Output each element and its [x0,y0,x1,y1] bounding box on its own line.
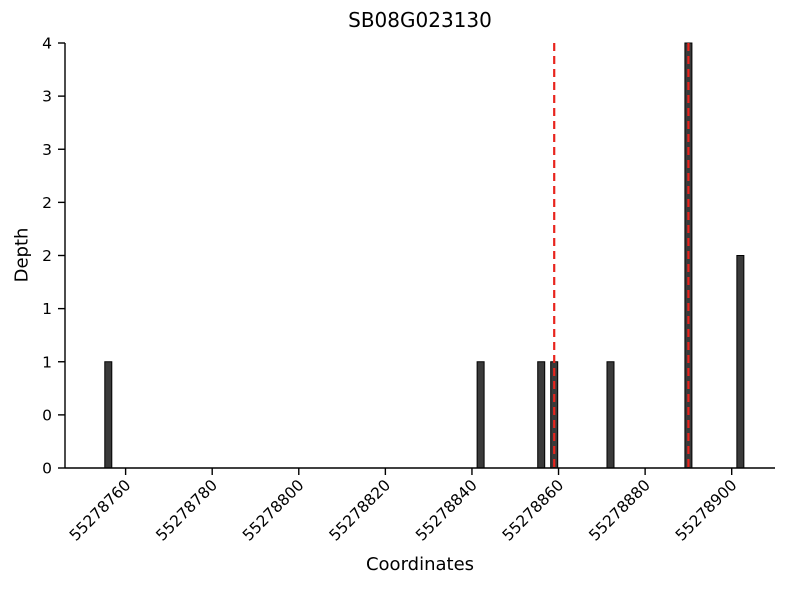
x-tick-label: 55278840 [412,476,481,545]
x-tick-label: 55278820 [326,476,395,545]
x-tick-label: 55278760 [66,476,135,545]
depth-bar [537,361,546,469]
y-axis-label: Depth [11,227,33,283]
depth-bar [606,361,615,469]
y-tick-label: 0 [42,406,52,424]
depth-bar [476,361,485,469]
y-tick-label: 3 [42,141,52,159]
y-tick-label: 1 [42,353,52,371]
y-tick-label: 0 [42,460,52,478]
chart-title: SB08G023130 [348,8,492,32]
x-axis-label: Coordinates [365,554,475,575]
x-tick-label: 55278860 [499,476,568,545]
x-tick-label: 55278900 [672,476,741,545]
depth-bar [104,361,113,469]
y-tick-label: 3 [42,88,52,106]
y-tick-label: 4 [42,35,52,53]
y-tick-label: 2 [42,194,52,212]
x-tick-label: 55278800 [239,476,308,545]
x-tick-label: 55278780 [153,476,222,545]
depth-bar [736,255,745,469]
y-tick-label: 2 [42,247,52,265]
y-tick-label: 1 [42,300,52,318]
x-tick-label: 55278880 [585,476,654,545]
